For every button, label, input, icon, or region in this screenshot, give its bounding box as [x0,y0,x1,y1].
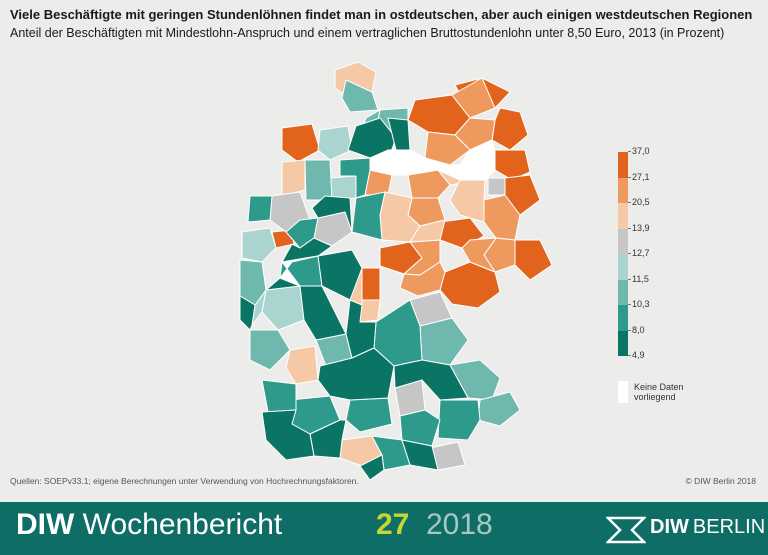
map-region [281,159,306,197]
legend-swatch [618,177,628,203]
legend-tick-label: 11,5 [628,273,649,284]
logo-berlin: BERLIN [692,516,766,538]
map-region [317,249,363,301]
germany-choropleth-map [239,61,553,481]
footer-banner: DIW Wochenbericht 27 2018 DIW BERLIN [0,502,768,555]
diw-logo-icon [604,516,648,544]
legend-swatch [618,228,628,254]
map-region [317,347,395,401]
map-region [359,299,381,323]
map-region [311,195,353,233]
map-region [285,345,319,385]
map-region [239,295,256,331]
map-region [249,329,291,371]
publication-brand: DIW Wochenbericht [16,508,282,542]
issue-number: 27 [376,508,410,541]
map-region [239,259,267,306]
map-region [279,255,319,287]
map-region [359,267,381,306]
map-region [261,379,297,413]
copyright-note: © DIW Berlin 2018 [685,476,756,486]
chart-subtitle: Anteil der Beschäftigten mit Mindestlohn… [10,26,725,40]
source-note: Quellen: SOEPv33.1; eigene Berechnungen … [10,476,359,486]
legend-tick-label: 12,7 [628,248,650,258]
map-region [393,359,469,401]
map-region [351,191,386,241]
legend-color-scale [618,152,628,356]
legend-no-data-label: Keine Daten vorliegend [634,382,684,402]
legend-tick-label: 4,9 [628,350,645,360]
map-region [451,77,496,119]
legend-swatch [618,279,628,305]
legend-swatch [618,152,628,178]
map-region [345,299,377,359]
map-region [281,123,321,163]
legend-tick-label: 13,9 [628,222,650,233]
map-region [359,454,385,481]
legend-swatch [618,330,628,356]
map-region [419,317,469,366]
map-region [487,177,506,196]
map-region [407,139,496,181]
map-region [261,285,305,331]
issue-year: 2018 [426,508,493,541]
brand-wochenbericht: Wochenbericht [82,508,283,541]
map-region [461,237,497,273]
map-region [437,399,481,441]
map-region [247,195,273,223]
legend-tick-label: 8,0 [628,324,645,335]
map-region [401,439,439,471]
map-region [341,79,379,113]
map-region [449,179,486,223]
map-region [399,409,441,447]
legend-tick-label: 37,0 [628,146,650,156]
map-region [317,125,353,161]
map-region [399,261,446,297]
diw-berlin-logo: DIW BERLIN [604,514,765,544]
legend-swatch [618,254,628,280]
map-region [299,285,347,341]
legend-swatch [618,305,628,331]
map-region [371,435,411,471]
legend-swatch [618,203,628,229]
map-region [345,397,393,433]
map-region [409,219,446,243]
map-region [369,149,426,176]
logo-diw: DIW [650,516,689,538]
chart-title: Viele Beschäftigte mit geringen Stundenl… [10,7,753,22]
brand-diw: DIW [16,508,75,541]
legend-tick-label: 10,3 [628,299,650,309]
map-region [514,239,553,281]
legend-tick-label: 27,1 [628,171,650,182]
logo-text: DIW BERLIN [650,516,765,539]
map-region [261,409,315,461]
map-region [304,159,333,201]
map-region [241,227,277,263]
map-region [424,131,471,166]
legend-no-data-swatch [618,381,628,403]
legend-tick-label: 20,5 [628,197,650,207]
map-region [491,107,529,151]
